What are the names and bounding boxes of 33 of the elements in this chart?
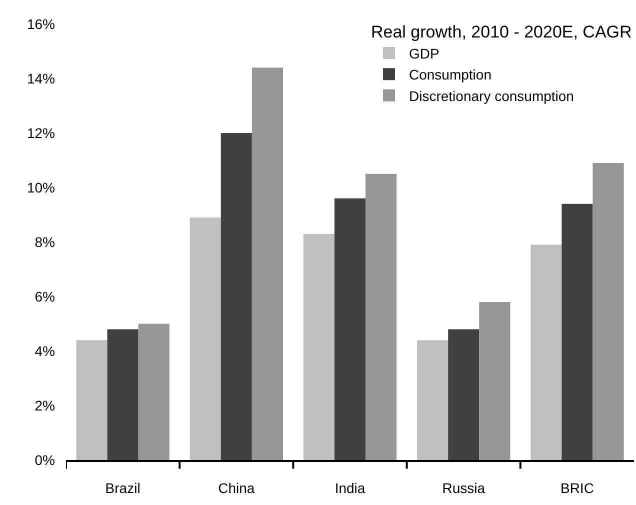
y-tick-label: 4% — [34, 342, 55, 359]
y-tick-label: 2% — [34, 397, 55, 414]
y-tick-label: 0% — [34, 452, 55, 468]
bar — [562, 204, 593, 460]
y-tick-label: 12% — [26, 124, 55, 141]
bar — [334, 198, 366, 460]
y-tick-label: 10% — [26, 179, 55, 196]
legend-label: Discretionary consumption — [409, 88, 574, 104]
x-tick-label: China — [218, 480, 255, 496]
x-tick-label: BRIC — [560, 480, 594, 496]
y-tick-label: 16% — [26, 16, 55, 32]
bar — [220, 133, 252, 460]
bar — [252, 68, 283, 460]
y-tick-label: 8% — [34, 234, 55, 250]
x-tick-label: Brazil — [105, 480, 140, 496]
legend-label: Consumption — [409, 66, 492, 83]
bar — [107, 329, 138, 460]
y-tick-label: 14% — [26, 70, 55, 86]
legend-title: Real growth, 2010 - 2020E, CAGR — [371, 22, 632, 42]
legend-label: GDP — [409, 45, 440, 62]
bar — [417, 340, 448, 460]
x-tick-label: Russia — [442, 480, 486, 496]
bar — [366, 174, 397, 460]
bar — [138, 324, 170, 460]
x-tick-label: India — [334, 480, 366, 496]
bar — [76, 340, 108, 460]
y-tick-label: 6% — [34, 288, 55, 304]
bar — [303, 234, 334, 460]
bar — [530, 244, 562, 460]
bar — [479, 302, 510, 460]
bar — [448, 329, 480, 460]
bar — [190, 217, 221, 460]
bar — [592, 162, 624, 460]
